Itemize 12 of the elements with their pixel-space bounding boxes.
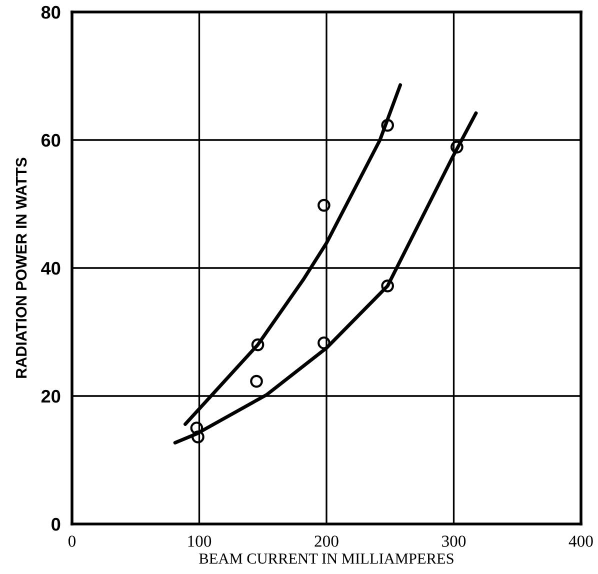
x-tick-label: 100 bbox=[188, 536, 212, 547]
y-axis-title: RADIATION POWER IN WATTS bbox=[16, 158, 27, 378]
y-tick-label: 0 bbox=[52, 518, 60, 531]
x-axis-title: BEAM CURRENT IN MILLIAMPERES bbox=[199, 553, 454, 564]
y-tick-label: 60 bbox=[41, 134, 60, 147]
x-tick-label: 400 bbox=[568, 536, 593, 547]
x-tick-label: 300 bbox=[442, 536, 466, 547]
x-tick-label: 0 bbox=[68, 536, 76, 547]
y-tick-label: 20 bbox=[41, 390, 60, 403]
y-tick-label: 80 bbox=[41, 6, 60, 19]
x-tick-label: 200 bbox=[314, 536, 338, 547]
y-tick-label: 40 bbox=[41, 262, 60, 275]
